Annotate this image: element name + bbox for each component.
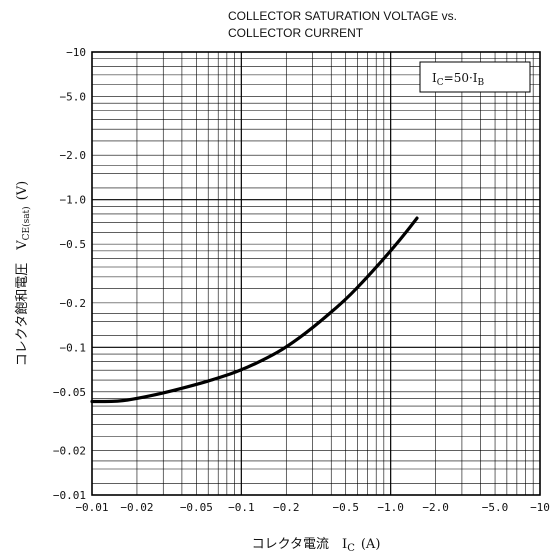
y-axis-label-sub: CE(sat) (21, 206, 32, 240)
legend-label-ratio: =50·I (444, 71, 478, 85)
y-tick-label: −2.0 (60, 149, 87, 162)
x-tick-label: −10 (530, 501, 550, 514)
y-tick-label: −5.0 (60, 90, 87, 103)
axis-ticks: −0.01 −0.02 −0.05 −0.1 −0.2 −0.5 −1.0 −2.0 −5.0 −… (53, 46, 550, 514)
y-tick-label: −0.5 (60, 238, 87, 251)
x-axis-label-unit: (A) (361, 537, 381, 552)
y-axis-label-main: コレクタ飽和電圧 V (15, 240, 30, 366)
y-axis-label-unit: (V) (15, 181, 30, 201)
x-axis-label-sub: C (347, 543, 355, 554)
x-tick-label: −0.01 (75, 501, 108, 514)
x-tick-label: −2.0 (422, 501, 449, 514)
y-tick-label: −0.1 (60, 341, 87, 354)
legend-frame (419, 61, 531, 93)
y-tick-label: −0.02 (53, 445, 86, 458)
chart-title-line-2: COLLECTOR CURRENT (228, 26, 364, 40)
data-series (90, 216, 419, 404)
y-tick-label: −10 (66, 46, 86, 59)
y-tick-label: −0.01 (53, 489, 86, 502)
y-axis-label: コレクタ飽和電圧 VCE(sat) (V) (15, 181, 32, 367)
legend-label-c-sub: C (437, 78, 444, 88)
x-axis-label: コレクタ電流 IC (A) (252, 537, 381, 554)
x-tick-label: −0.1 (228, 501, 255, 514)
x-tick-label: −0.2 (273, 501, 300, 514)
x-tick-label: −0.5 (332, 501, 359, 514)
plot-frame (91, 51, 541, 496)
legend-box: IC=50·IB (419, 61, 531, 93)
x-tick-label: −0.05 (180, 501, 213, 514)
plot-grid (92, 52, 540, 495)
y-tick-label: −0.2 (60, 297, 87, 310)
x-tick-label: −0.02 (120, 501, 153, 514)
legend-label-b-sub: B (478, 78, 485, 88)
legend-label: IC=50·IB (432, 71, 485, 88)
y-tick-label: −0.05 (53, 386, 86, 399)
chart-title-line-1: COLLECTOR SATURATION VOLTAGE vs. (228, 9, 457, 23)
series-line (90, 216, 419, 404)
legend-label-i: I (432, 71, 437, 85)
y-tick-label: −1.0 (60, 194, 87, 207)
x-tick-label: −5.0 (482, 501, 509, 514)
x-axis-label-main: コレクタ電流 I (252, 537, 348, 552)
x-tick-label: −1.0 (377, 501, 404, 514)
